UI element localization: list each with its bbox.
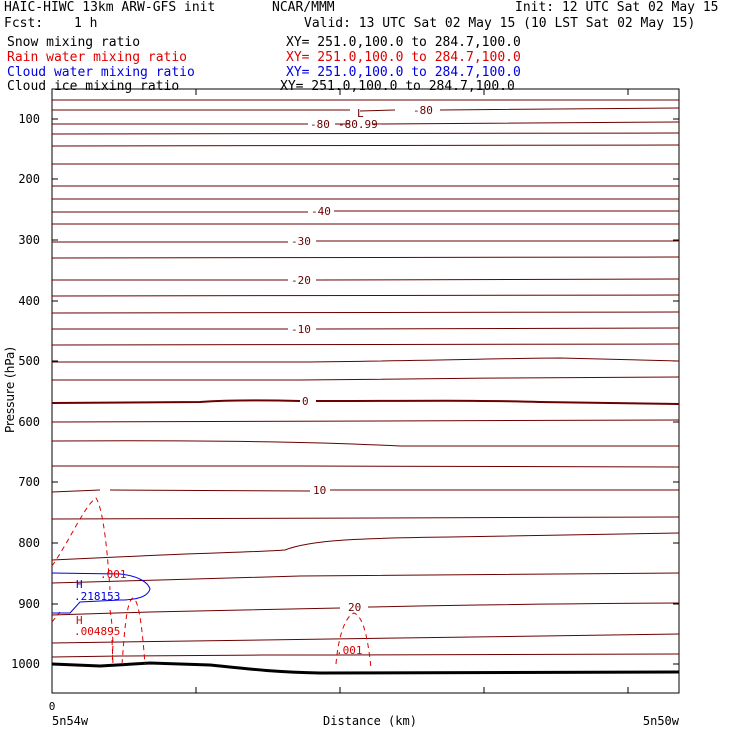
rain-label: .001 <box>336 644 363 657</box>
rain-label: .001 <box>100 568 127 581</box>
rain-contour <box>51 497 111 591</box>
isotherm-line <box>51 311 680 314</box>
cloud-water-contour <box>51 572 151 614</box>
temperature-contours <box>51 99 680 658</box>
field-xy-rain: XY= 251.0,100.0 to 284.7,100.0 <box>286 50 521 65</box>
isotherm-line <box>51 419 680 423</box>
isotherm-line <box>51 633 680 644</box>
temperature-label: 0 <box>302 395 309 408</box>
temperature-label: -80.99 <box>338 118 378 131</box>
isotherm-line <box>52 327 680 330</box>
y-tick-label: 200 <box>18 172 40 186</box>
field-label-cloud-ice: Cloud ice mixing ratio <box>7 79 180 94</box>
isotherm-line <box>51 572 680 584</box>
field-label-snow: Snow mixing ratio <box>7 35 141 50</box>
field-xy-cloud-water: XY= 251.0,100.0 to 284.7,100.0 <box>286 65 521 80</box>
y-tick-label: 500 <box>18 354 40 368</box>
isotherm-line <box>51 532 680 561</box>
field-xy-cloud-ice: XY= 251.0,100.0 to 284.7,100.0 <box>280 79 515 94</box>
isotherm-line <box>51 399 680 405</box>
temperature-label: 20 <box>348 601 361 614</box>
temperature-labels: -80 -80.99 L -80 -40 -30 -20 -10 0 10 20 <box>291 104 433 614</box>
fcst-label: Fcst: <box>4 16 44 31</box>
temperature-label: -10 <box>291 323 311 336</box>
isotherm-line <box>51 256 680 259</box>
temperature-label: 10 <box>313 484 326 497</box>
x-origin-label: 0 <box>49 700 56 713</box>
rain-max-value: .004895 <box>74 625 120 638</box>
rain-contour <box>51 611 61 623</box>
x-axis-label: Distance (km) <box>323 714 417 728</box>
temperature-label: -80 <box>413 104 433 117</box>
plot-frame <box>51 88 680 694</box>
x-ticks <box>195 89 629 693</box>
y-tick-label: 700 <box>18 475 40 489</box>
y-tick-label: 100 <box>18 112 40 126</box>
y-tick-label: 300 <box>18 233 40 247</box>
x-right-location-label: 5n50w <box>643 714 680 728</box>
y-tick-label: 800 <box>18 536 40 550</box>
rain-contours <box>51 497 372 669</box>
isotherm-line <box>51 602 680 616</box>
isotherm-line <box>51 144 680 147</box>
y-ticks <box>52 118 679 665</box>
temperature-label: -30 <box>291 235 311 248</box>
isotherm-line <box>51 343 680 346</box>
cloud-labels: H .218153 <box>74 578 120 603</box>
title-left: HAIC-HIWC 13km ARW-GFS init <box>4 0 216 15</box>
isotherm-line <box>51 132 680 135</box>
rain-contour <box>335 612 372 669</box>
field-xy-snow: XY= 251.0,100.0 to 284.7,100.0 <box>286 35 521 50</box>
isotherm-line <box>52 465 680 468</box>
fcst-value: 1 h <box>74 16 98 31</box>
isotherm-line <box>51 440 679 447</box>
y-tick-label: 600 <box>18 415 40 429</box>
temperature-label: -20 <box>291 274 311 287</box>
y-axis-label: Pressure (hPa) <box>3 347 17 433</box>
isotherm-line <box>51 653 680 658</box>
low-marker-label: L <box>357 107 364 120</box>
isotherm-line <box>51 489 679 493</box>
temperature-label: -80 <box>310 118 330 131</box>
y-tick-label: 1000 <box>11 657 40 671</box>
rain-contour <box>109 609 114 665</box>
isotherm-line <box>52 278 680 281</box>
y-tick-label: 900 <box>18 597 40 611</box>
rain-contour <box>121 597 146 665</box>
terrain-surface <box>51 661 680 675</box>
isotherm-line <box>51 516 680 520</box>
title-center: NCAR/MMM <box>272 0 335 15</box>
valid-time: Valid: 13 UTC Sat 02 May 15 (10 LST Sat … <box>304 16 696 31</box>
isotherm-line <box>52 121 680 125</box>
isotherm-line <box>51 294 680 297</box>
field-label-cloud-water: Cloud water mixing ratio <box>7 65 195 80</box>
rain-max-marker: H <box>76 614 83 627</box>
isotherm-line <box>52 210 679 213</box>
field-label-rain: Rain water mixing ratio <box>7 50 188 65</box>
cloud-max-marker: H <box>76 578 83 591</box>
x-left-location-label: 5n54w <box>52 714 89 728</box>
cloud-max-value: .218153 <box>74 590 120 603</box>
temperature-label: -40 <box>311 205 331 218</box>
isotherm-line <box>52 376 680 381</box>
rain-labels: .001 H .004895 .001 <box>74 568 363 657</box>
isotherm-line <box>52 107 680 112</box>
init-time: Init: 12 UTC Sat 02 May 15 <box>515 0 719 15</box>
y-tick-label: 400 <box>18 294 40 308</box>
isotherm-line <box>52 240 679 243</box>
isotherm-line <box>52 357 680 363</box>
